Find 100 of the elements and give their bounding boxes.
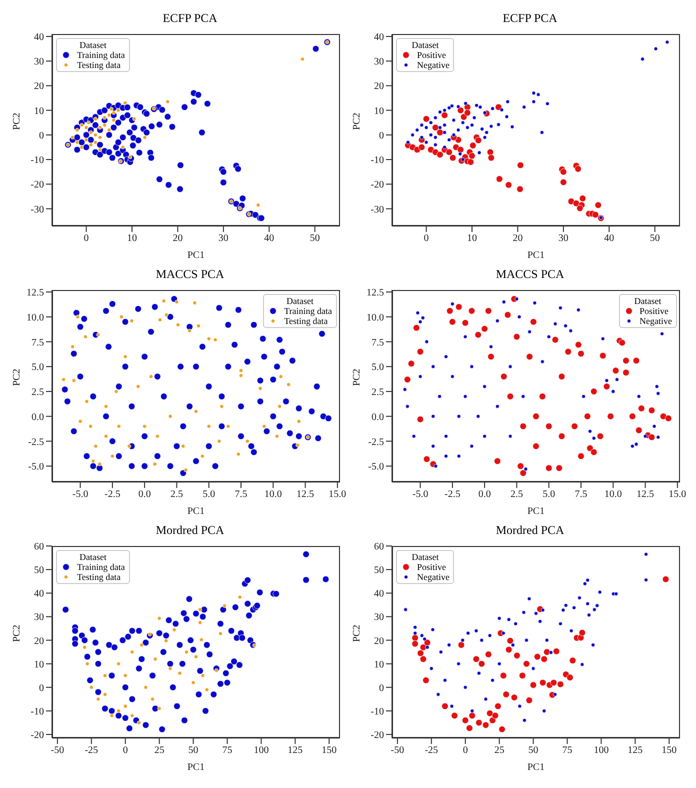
y-tick-label: -2.5 <box>368 436 384 448</box>
point <box>484 130 489 134</box>
y-tick-label: 7.5 <box>372 337 384 348</box>
x-tick-label: 100 <box>594 745 609 756</box>
point <box>93 132 98 137</box>
point <box>578 629 586 636</box>
point <box>152 462 157 466</box>
point <box>93 140 98 144</box>
point <box>198 620 202 625</box>
x-tick-label: 0.0 <box>478 489 491 500</box>
y-tick-label: 50 <box>34 565 44 576</box>
point <box>456 104 460 109</box>
point <box>579 195 586 202</box>
x-tick-label: 50 <box>650 233 660 244</box>
point <box>424 639 431 646</box>
x-tick-label: -25 <box>84 745 98 756</box>
x-tick-label: 25 <box>154 745 164 756</box>
y-tick-label: 40 <box>374 32 384 44</box>
point <box>132 116 136 121</box>
point <box>116 708 121 713</box>
point <box>176 322 180 327</box>
point <box>84 126 88 130</box>
y-tick-label: -20 <box>370 180 384 191</box>
point <box>110 454 114 458</box>
y-tick-label: 12.5 <box>366 288 384 299</box>
y-tick-label: -5.0 <box>28 462 44 473</box>
point <box>468 152 476 160</box>
point <box>218 632 222 636</box>
x-tick-label: -50 <box>50 745 64 756</box>
point <box>157 706 162 711</box>
point <box>155 434 160 438</box>
point <box>592 211 599 218</box>
point <box>640 57 645 62</box>
point <box>566 674 574 681</box>
point <box>447 106 452 110</box>
point <box>460 158 465 162</box>
legend-label: Negative <box>417 60 450 70</box>
legend-title: Dataset <box>286 296 315 306</box>
point <box>109 107 114 112</box>
point <box>552 648 560 655</box>
point <box>654 46 658 51</box>
point <box>62 378 66 382</box>
point <box>252 643 256 648</box>
point <box>522 105 526 110</box>
point <box>217 439 222 444</box>
point <box>196 324 201 328</box>
point <box>557 680 564 688</box>
point <box>256 203 260 208</box>
point <box>477 150 482 155</box>
point <box>157 616 162 620</box>
y-tick-label: 30 <box>374 56 384 68</box>
chart-title: ECFP PCA <box>502 10 558 27</box>
point <box>84 138 88 142</box>
y-tick-label: -30 <box>30 204 44 216</box>
point <box>102 123 107 128</box>
point <box>550 679 558 686</box>
x-tick-label: 30 <box>218 233 228 244</box>
point <box>441 112 448 119</box>
point <box>120 145 125 150</box>
point <box>478 660 486 668</box>
x-tick-label: 10 <box>467 233 477 244</box>
x-tick-label: 0 <box>84 233 89 244</box>
point <box>239 368 243 373</box>
legend-label: Negative <box>640 316 672 326</box>
x-tick-label: 0 <box>122 745 128 756</box>
x-tick-label: 75 <box>222 745 232 756</box>
point <box>464 101 468 106</box>
point <box>446 148 453 156</box>
y-tick-label: 20 <box>374 81 384 92</box>
point <box>204 688 209 692</box>
point <box>206 424 211 428</box>
point <box>88 130 93 134</box>
point <box>123 674 128 678</box>
point <box>458 642 465 648</box>
point <box>460 120 465 125</box>
y-tick-label: 20 <box>34 636 44 647</box>
point <box>417 650 424 657</box>
point <box>178 671 182 676</box>
x-tick-label: -25 <box>424 745 438 756</box>
point <box>500 672 507 679</box>
point <box>517 162 524 169</box>
point <box>424 126 428 130</box>
point <box>130 650 134 654</box>
point <box>127 444 132 448</box>
point <box>174 300 179 304</box>
x-tick-label: 30 <box>558 233 568 244</box>
y-tick-label: 10 <box>34 659 44 670</box>
chart-title: Mordred PCA <box>154 522 226 539</box>
point <box>130 714 134 718</box>
point <box>442 123 447 128</box>
point <box>140 642 144 647</box>
x-tick-label: 150 <box>662 745 677 756</box>
point <box>278 374 283 379</box>
y-tick-label: 30 <box>374 612 384 624</box>
x-tick-label: 40 <box>264 233 274 244</box>
point <box>464 109 471 116</box>
point <box>543 648 550 656</box>
point <box>442 108 447 112</box>
x-tick-label: 12.5 <box>636 489 654 500</box>
point <box>112 110 116 115</box>
